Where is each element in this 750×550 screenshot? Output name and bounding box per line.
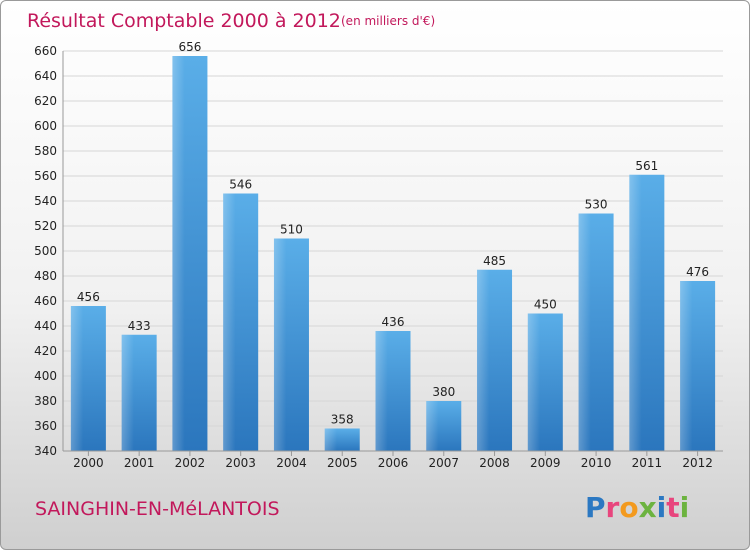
- logo-letter: o: [619, 491, 638, 524]
- bar-highlight: [527, 313, 541, 451]
- y-tick-label: 660: [34, 44, 57, 58]
- x-tick-label: 2003: [225, 456, 256, 470]
- bar-highlight: [172, 56, 185, 451]
- x-tick-label: 2004: [276, 456, 307, 470]
- bars: 456 433 656 546 510 358 436 380 485 450 530 561 476: [70, 40, 716, 451]
- y-tick-label: 400: [34, 369, 57, 383]
- y-tick-label: 620: [34, 94, 57, 108]
- x-tick-label: 2010: [581, 456, 612, 470]
- value-label: 450: [534, 298, 557, 312]
- y-tick-label: 340: [34, 444, 57, 458]
- value-label: 530: [585, 198, 608, 212]
- y-tick-label: 460: [34, 294, 57, 308]
- x-tick-label: 2012: [682, 456, 713, 470]
- town-name: SAINGHIN-EN-MéLANTOIS: [35, 498, 280, 520]
- y-tick-label: 360: [34, 419, 57, 433]
- logo-letter: x: [639, 491, 657, 524]
- bar-highlight: [273, 238, 287, 451]
- x-tick-label: 2007: [428, 456, 459, 470]
- bar-highlight: [121, 334, 134, 451]
- y-axis: 340 360 380 400 420 440 460 480 500 520 540 560 580 6…: [34, 44, 64, 458]
- bar-highlight: [629, 174, 642, 451]
- bar-highlight: [375, 331, 388, 451]
- logo-letter: i: [680, 491, 690, 524]
- logo-letter: r: [606, 491, 620, 524]
- y-tick-label: 640: [34, 69, 57, 83]
- bar-highlight: [223, 193, 236, 451]
- y-tick-label: 580: [34, 144, 57, 158]
- bar-highlight: [680, 281, 693, 451]
- bar-highlight: [426, 401, 439, 451]
- value-label: 433: [128, 319, 151, 333]
- y-tick-label: 560: [34, 169, 57, 183]
- y-tick-label: 440: [34, 319, 57, 333]
- value-label: 436: [382, 315, 405, 329]
- y-tick-label: 500: [34, 244, 57, 258]
- logo-letter: i: [657, 491, 667, 524]
- logo-letter: P: [585, 491, 606, 524]
- x-tick-label: 2008: [479, 456, 510, 470]
- value-label: 656: [178, 40, 201, 54]
- value-label: 485: [483, 254, 506, 268]
- proxiti-logo: Proxiti: [585, 491, 689, 524]
- value-label: 358: [331, 413, 354, 427]
- y-tick-label: 480: [34, 269, 57, 283]
- bar-highlight: [578, 213, 591, 451]
- logo-letter: t: [666, 491, 679, 524]
- y-tick-label: 540: [34, 194, 57, 208]
- bar-highlight: [477, 269, 490, 451]
- chart-subtitle: (en milliers d'€): [341, 14, 435, 28]
- value-label: 456: [77, 290, 100, 304]
- bar-highlight: [324, 428, 337, 451]
- x-axis: 2000 2001 2002 2003 2004 2005 2006 2007 2008 2009…: [63, 450, 723, 470]
- y-tick-label: 420: [34, 344, 57, 358]
- x-tick-label: 2006: [378, 456, 409, 470]
- value-label: 546: [229, 178, 252, 192]
- y-tick-label: 380: [34, 394, 57, 408]
- y-tick-label: 600: [34, 119, 57, 133]
- x-tick-label: 2009: [530, 456, 561, 470]
- bar-highlight: [70, 306, 84, 451]
- value-label: 476: [686, 265, 709, 279]
- chart-title: Résultat Comptable 2000 à 2012: [27, 10, 341, 32]
- value-label: 561: [635, 159, 658, 173]
- y-tick-label: 520: [34, 219, 57, 233]
- x-tick-label: 2001: [124, 456, 155, 470]
- x-tick-label: 2002: [175, 456, 206, 470]
- x-tick-label: 2005: [327, 456, 358, 470]
- value-label: 510: [280, 223, 303, 237]
- x-tick-label: 2011: [632, 456, 663, 470]
- x-tick-label: 2000: [73, 456, 104, 470]
- value-label: 380: [432, 385, 455, 399]
